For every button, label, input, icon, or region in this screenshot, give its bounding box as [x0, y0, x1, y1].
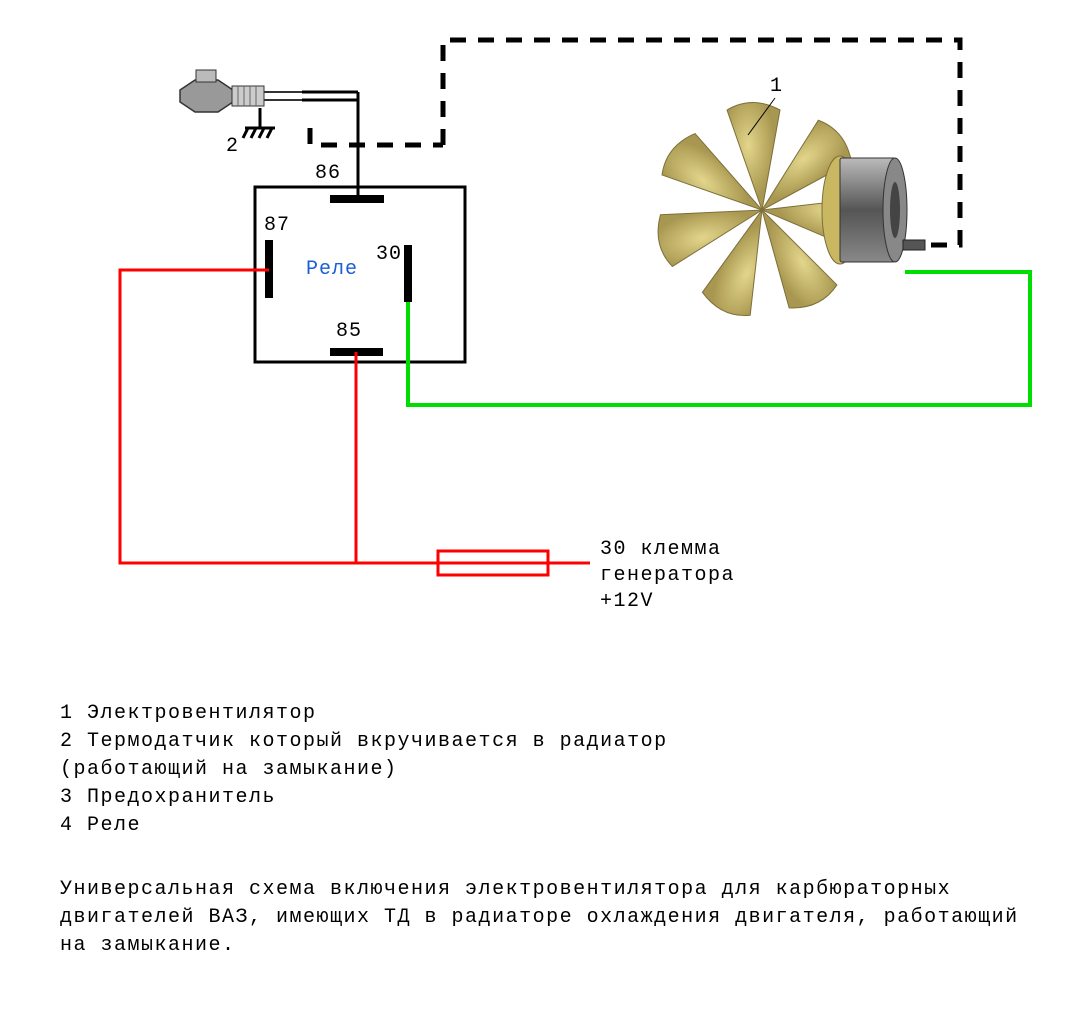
- leader-1: [0, 0, 1080, 680]
- legend-2b: (работающий на замыкание): [60, 756, 1040, 784]
- legend-4: 4 Реле: [60, 812, 1040, 840]
- legend-and-description: 1 Электровентилятор 2 Термодатчик которы…: [60, 700, 1040, 960]
- source-line2: генератора: [600, 564, 735, 587]
- description: Универсальная схема включения электровен…: [60, 876, 1040, 960]
- sensor-number: 2: [226, 135, 239, 158]
- legend-2: 2 Термодатчик который вкручивается в рад…: [60, 728, 1040, 756]
- source-line1: 30 клемма: [600, 538, 722, 561]
- wiring-diagram: 86 87 30 85 Реле 1 2 30 клемма генератор…: [0, 0, 1080, 680]
- legend-1: 1 Электровентилятор: [60, 700, 1040, 728]
- source-line3: +12V: [600, 590, 654, 613]
- legend-3: 3 Предохранитель: [60, 784, 1040, 812]
